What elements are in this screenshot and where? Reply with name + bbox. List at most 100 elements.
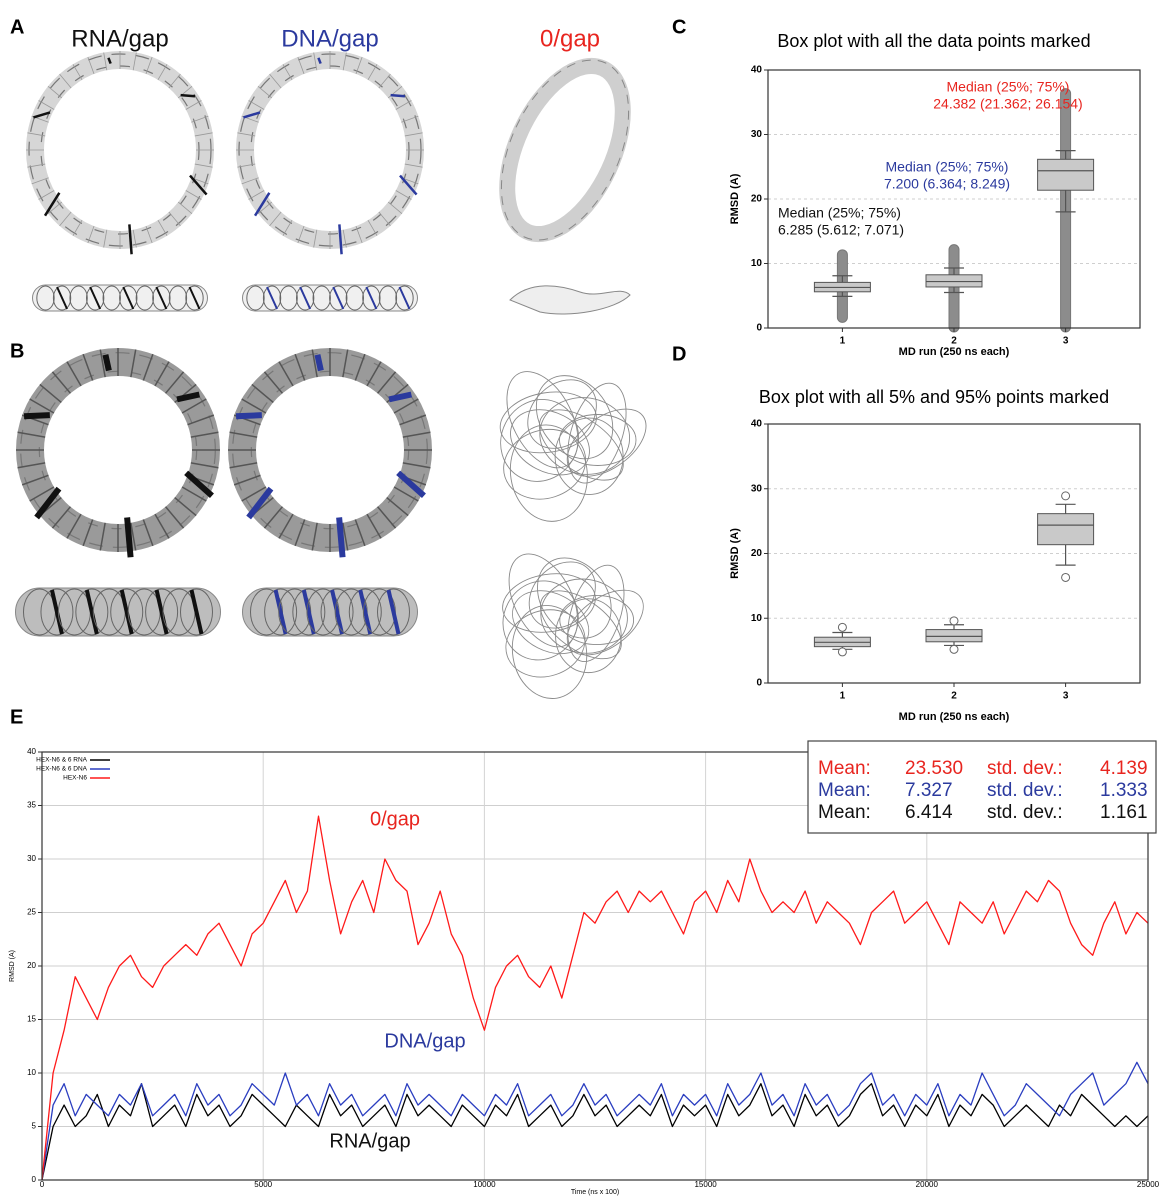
series-annotation: 0/gap — [370, 808, 420, 830]
gap-strand — [107, 57, 112, 65]
plot-frame — [41, 751, 1149, 1181]
y-tick-label: 35 — [27, 801, 36, 810]
side-turn — [320, 588, 354, 636]
x-tick-label: 2 — [951, 336, 957, 347]
side-turn — [378, 285, 398, 311]
side-turn — [110, 588, 144, 636]
gap-strand — [89, 286, 102, 310]
base-pair — [87, 225, 95, 244]
base-pair — [168, 211, 181, 227]
base-pair — [72, 64, 83, 81]
x-tick-label: 1 — [840, 691, 846, 702]
base-pair — [177, 86, 193, 99]
base-pair — [342, 522, 349, 551]
side-turn — [362, 285, 381, 311]
stats-cell: Mean: — [818, 802, 871, 823]
base-pair — [103, 52, 108, 71]
base-pair — [87, 56, 95, 75]
side-turn — [180, 588, 213, 636]
gap-strand — [188, 286, 201, 310]
base-pair — [29, 398, 55, 414]
outlier — [1061, 491, 1071, 501]
plot-frame — [767, 423, 1141, 684]
base-pair — [237, 163, 256, 168]
base-pair — [248, 100, 265, 110]
base-pair — [263, 506, 284, 529]
y-tick-label: 30 — [751, 129, 763, 140]
side-turn — [86, 285, 105, 311]
base-pair — [313, 229, 318, 248]
side-turn — [312, 285, 331, 311]
base-pair — [177, 201, 193, 214]
tangle — [502, 580, 579, 661]
base-pair — [355, 56, 363, 75]
base-pair — [154, 361, 170, 387]
structure-title: RNA/gap — [71, 25, 168, 52]
gap-strand — [154, 589, 169, 635]
chart-title: Box plot with all the data points marked — [777, 31, 1090, 51]
side-turn — [377, 588, 410, 636]
base-pair — [72, 219, 83, 236]
base-pair — [354, 353, 366, 381]
base-pair — [233, 474, 261, 486]
base-pair — [248, 190, 265, 200]
base-pair — [29, 486, 55, 502]
base-pair — [395, 100, 412, 110]
stats-cell: 4.139 — [1100, 758, 1148, 779]
legend-label: HEX-N6 & 6 DNA — [36, 766, 88, 773]
base-pair — [354, 519, 366, 547]
y-tick-label: 0 — [756, 678, 762, 689]
y-tick-label: 10 — [751, 258, 763, 269]
base-pair — [47, 86, 63, 99]
side-turn — [246, 285, 265, 311]
base-pair — [27, 163, 46, 168]
gap-strand — [398, 286, 411, 310]
gap-strand — [388, 391, 413, 403]
base-pair — [263, 371, 284, 394]
y-tick-label: 15 — [27, 1015, 36, 1024]
panel-label: C — [672, 16, 686, 38]
panel-label: E — [10, 706, 23, 728]
series-line — [41, 1083, 1149, 1181]
base-pair — [185, 190, 202, 200]
tangle — [499, 391, 597, 454]
gap-strand — [336, 517, 346, 558]
gap-strand — [184, 470, 214, 498]
tangle — [555, 598, 622, 674]
stats-cell: 6.414 — [905, 802, 953, 823]
outlier — [837, 622, 847, 632]
panel-label: B — [10, 340, 24, 362]
base-pair — [174, 496, 197, 517]
base-pair — [241, 398, 267, 414]
base-pair — [404, 163, 423, 168]
base-pair — [187, 414, 215, 426]
box — [1037, 158, 1095, 191]
series-line — [41, 815, 1149, 1181]
x-tick-label: 3 — [1063, 336, 1069, 347]
y-tick-label: 25 — [27, 908, 36, 917]
side-turn — [279, 285, 298, 311]
outlier — [949, 616, 959, 626]
annotation-values: 6.285 (5.612; 7.071) — [778, 222, 904, 238]
tangle — [537, 557, 612, 639]
base-pair — [386, 496, 409, 517]
side-turn — [296, 285, 315, 311]
base-pair — [164, 371, 185, 394]
base-pair — [311, 349, 318, 378]
gap-strand — [23, 412, 50, 420]
outlier — [949, 644, 959, 654]
annotation-values: 24.382 (21.362; 26.154) — [933, 96, 1082, 112]
base-pair — [367, 64, 378, 81]
stats-cell: 1.161 — [1100, 802, 1148, 823]
gap-strand — [299, 286, 312, 310]
tangle — [512, 590, 590, 655]
y-tick-label: 20 — [751, 548, 763, 559]
base-pair — [378, 73, 391, 89]
gap-strand — [266, 286, 278, 310]
x-tick-label: 15000 — [694, 1180, 717, 1189]
base-pair — [190, 462, 219, 469]
stats-cell: 23.530 — [905, 758, 963, 779]
gap-strand — [189, 589, 204, 635]
panel-label: A — [10, 16, 24, 38]
y-tick-label: 20 — [27, 961, 36, 970]
